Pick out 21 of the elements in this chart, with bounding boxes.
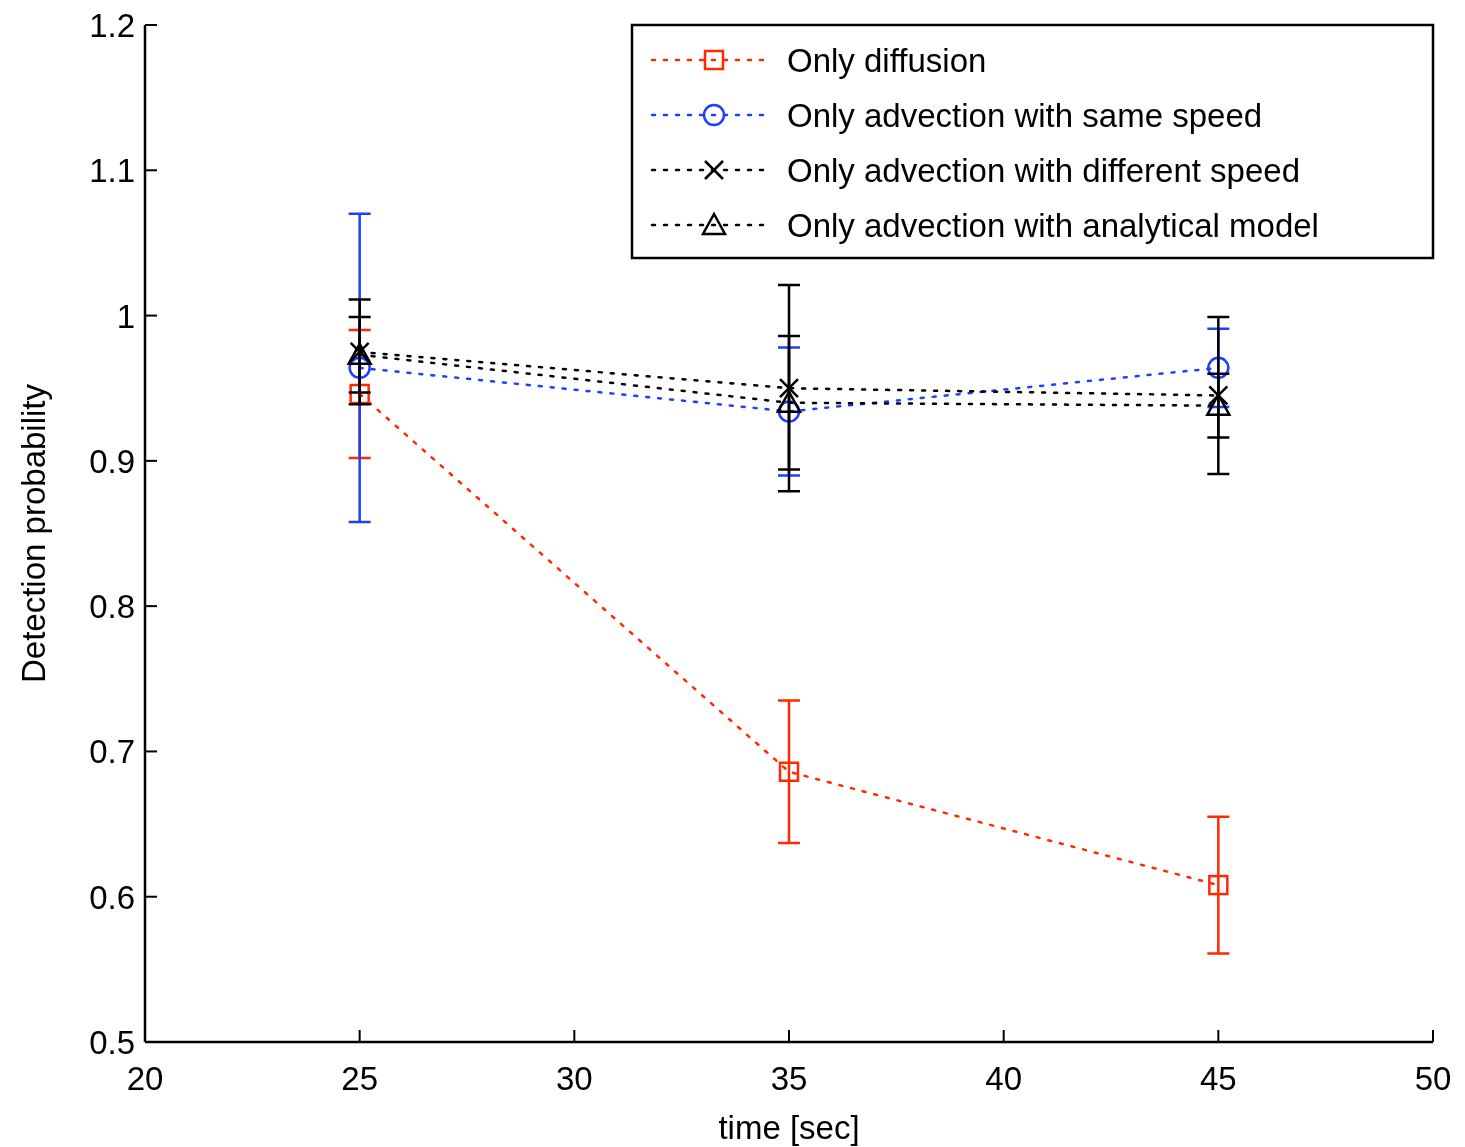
- y-tick-label: 1.2: [89, 7, 135, 44]
- legend-label: Only advection with different speed: [787, 152, 1301, 189]
- x-tick-label: 40: [985, 1060, 1023, 1097]
- x-tick-label: 30: [555, 1060, 593, 1097]
- legend-label: Only diffusion: [787, 42, 987, 79]
- x-tick-label: 45: [1199, 1060, 1237, 1097]
- y-axis-title: Detection probability: [15, 383, 52, 683]
- x-tick-label: 20: [126, 1060, 164, 1097]
- y-tick-label: 0.9: [89, 442, 135, 480]
- y-tick-label: 0.5: [89, 1024, 135, 1061]
- x-tick-label: 35: [770, 1060, 808, 1097]
- legend-label: Only advection with same speed: [787, 97, 1263, 134]
- x-tick-label: 25: [341, 1060, 379, 1097]
- y-tick-label: 1.1: [89, 152, 135, 190]
- y-tick-label: 0.7: [89, 733, 135, 771]
- x-axis-title: time [sec]: [718, 1109, 860, 1146]
- x-tick-label: 50: [1414, 1060, 1452, 1097]
- y-tick-label: 1: [116, 297, 135, 335]
- y-tick-label: 0.6: [89, 878, 135, 916]
- y-tick-label: 0.8: [89, 588, 135, 626]
- legend-label: Only advection with analytical model: [787, 207, 1319, 244]
